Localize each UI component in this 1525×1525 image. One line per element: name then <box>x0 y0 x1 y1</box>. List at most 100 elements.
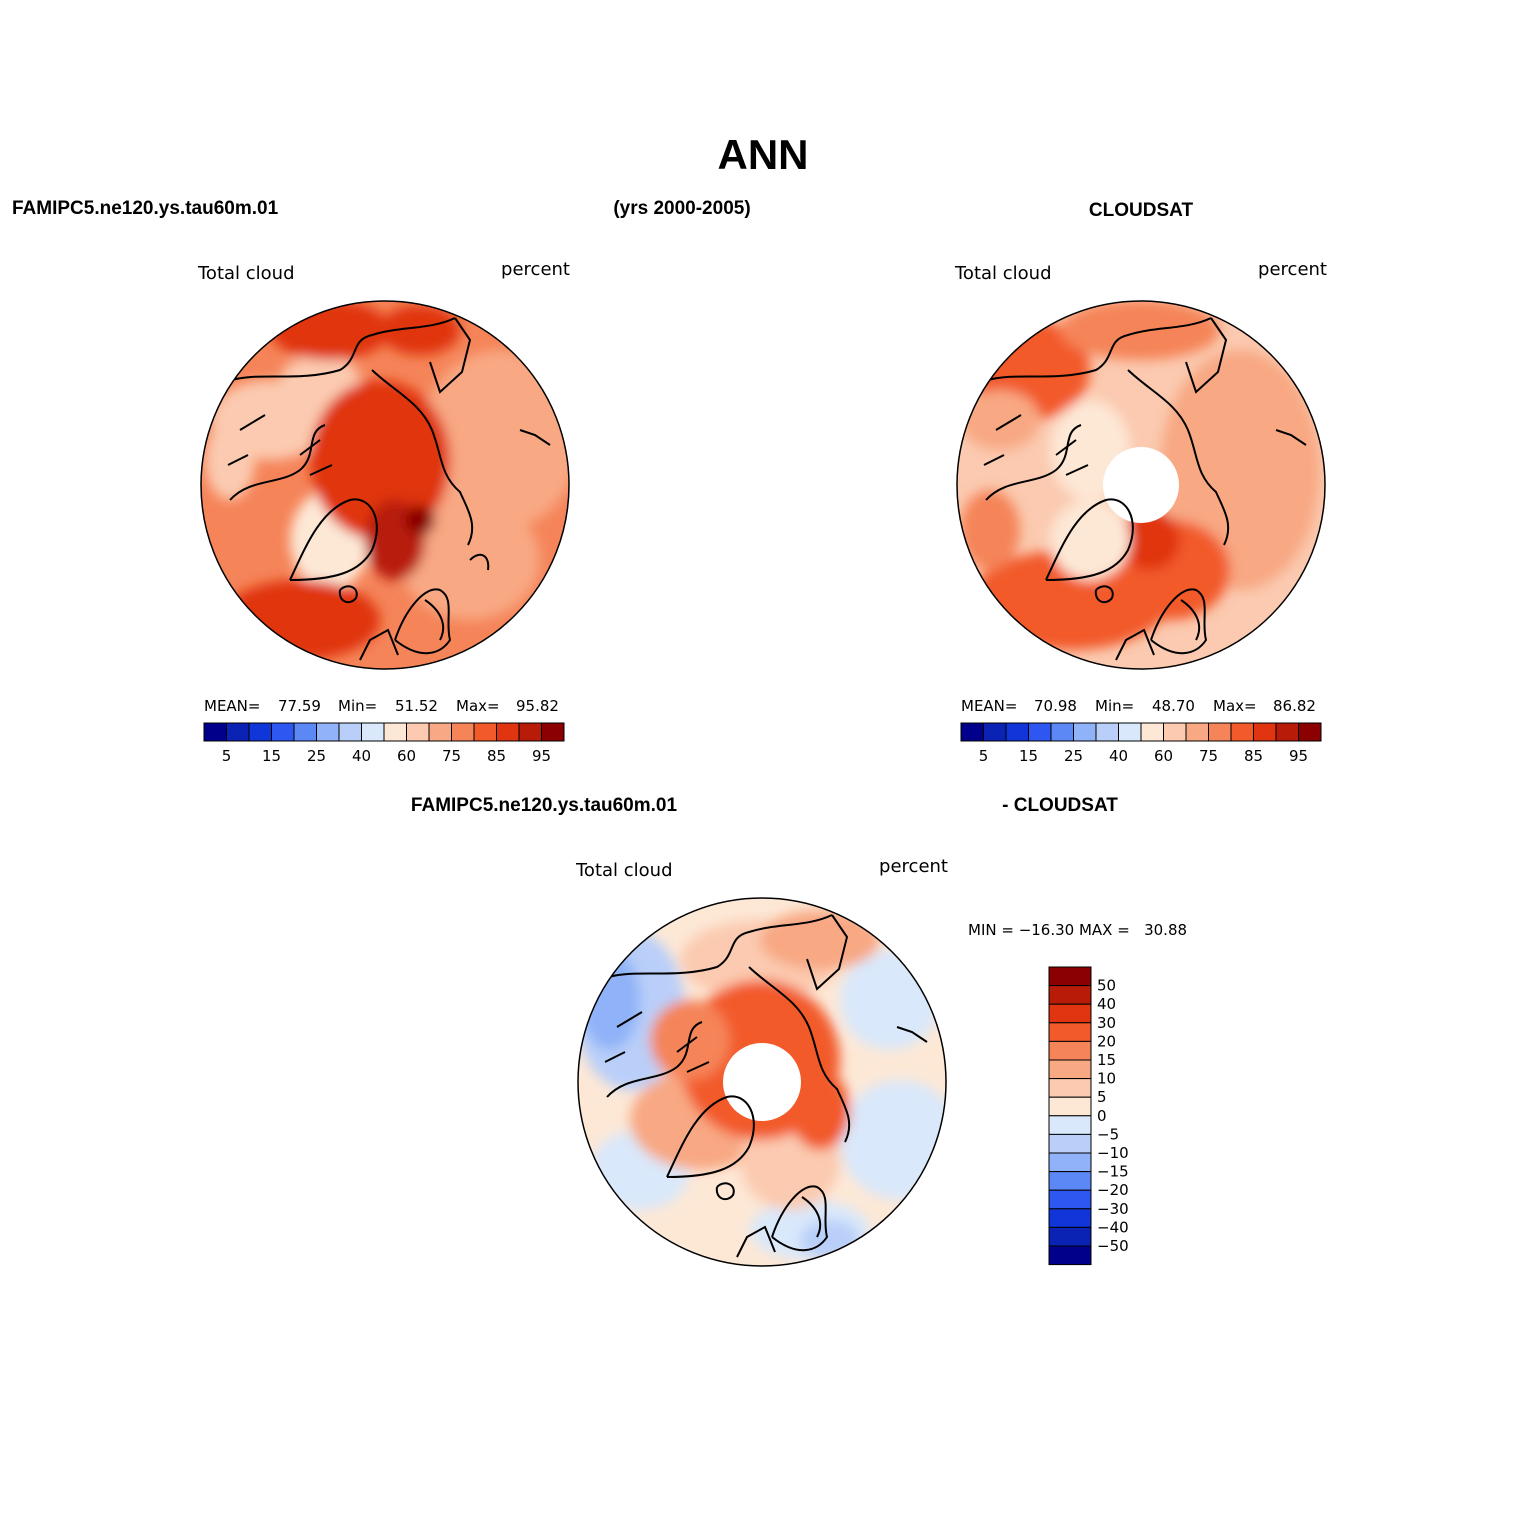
model-colorbar-box <box>496 722 520 742</box>
obs-polar-map <box>956 300 1326 670</box>
obs-colorbar-tick-label: 40 <box>1109 747 1128 765</box>
diff-colorbar-tick-label: −10 <box>1097 1144 1129 1162</box>
diff-colorbar-tick-label: 50 <box>1097 977 1116 995</box>
diff-colorbar-box <box>1048 966 1092 987</box>
obs-colorbar-box <box>1208 722 1232 742</box>
obs-colorbar-box <box>1140 722 1164 742</box>
model-colorbar-tick-label: 75 <box>442 747 461 765</box>
diff-polar-map <box>577 897 947 1267</box>
diff-colorbar-tick-label: 10 <box>1097 1070 1116 1088</box>
model-colorbar-tick-label: 15 <box>262 747 281 765</box>
obs-max-label: Max= <box>1213 697 1257 715</box>
model-colorbar-tick-label: 95 <box>532 747 551 765</box>
model-colorbar-box <box>383 722 407 742</box>
model-colorbar-box <box>451 722 475 742</box>
obs-colorbar-tick-label: 5 <box>979 747 989 765</box>
obs-colorbar-tick-label: 60 <box>1154 747 1173 765</box>
obs-min-value: 48.70 <box>1152 697 1195 715</box>
diff-colorbar-box <box>1048 1022 1092 1042</box>
diff-colorbar-box <box>1048 1003 1092 1024</box>
model-colorbar-tick-label: 25 <box>307 747 326 765</box>
diff-colorbar-tick-label: 5 <box>1097 1088 1107 1106</box>
model-max-value: 95.82 <box>516 697 559 715</box>
model-colorbar-box <box>248 722 272 742</box>
obs-colorbar-box <box>1073 722 1097 742</box>
model-min-value: 51.52 <box>395 697 438 715</box>
obs-colorbar-box <box>1230 722 1254 742</box>
diff-colorbar-box <box>1048 985 1092 1005</box>
obs-colorbar-box <box>1028 722 1052 742</box>
diff-colorbar-tick-label: −20 <box>1097 1181 1129 1199</box>
obs-max-value: 86.82 <box>1273 697 1316 715</box>
obs-colorbar: 5 15 25 40 60 75 85 95 <box>960 722 1322 765</box>
model-stats: MEAN= 77.59 Min= 51.52 Max= 95.82 <box>204 697 559 715</box>
model-units-label: percent <box>501 259 570 280</box>
obs-colorbar-box <box>1185 722 1209 742</box>
diff-colorbar-tick-label: −30 <box>1097 1200 1129 1218</box>
diff-colorbar-box <box>1048 1040 1092 1061</box>
diff-colorbar-tick-label: −5 <box>1097 1125 1119 1143</box>
model-colorbar-tick-label: 5 <box>222 747 232 765</box>
diff-colorbar-tick-label: 15 <box>1097 1051 1116 1069</box>
obs-units-label: percent <box>1258 259 1327 280</box>
diff-colorbar-box <box>1048 1171 1092 1191</box>
model-colorbar-tick-label: 85 <box>487 747 506 765</box>
model-variable-label: Total cloud <box>197 263 295 284</box>
diff-colorbar-box <box>1048 1059 1092 1080</box>
diff-colorbar-box <box>1048 1245 1092 1266</box>
period-label: (yrs 2000-2005) <box>613 198 750 219</box>
diff-colorbar-tick-label: 40 <box>1097 995 1116 1013</box>
obs-colorbar-tick-label: 25 <box>1064 747 1083 765</box>
diff-colorbar-box <box>1048 1226 1092 1247</box>
model-polar-map <box>200 300 570 670</box>
model-colorbar-box <box>271 722 295 742</box>
diff-colorbar-box <box>1048 1152 1092 1173</box>
obs-colorbar-box <box>983 722 1007 742</box>
model-max-label: Max= <box>456 697 500 715</box>
model-colorbar-box <box>203 722 227 742</box>
obs-min-label: Min= <box>1095 697 1134 715</box>
model-mean-value: 77.59 <box>278 697 321 715</box>
obs-mean-value: 70.98 <box>1034 697 1077 715</box>
obs-colorbar-box <box>1298 722 1322 742</box>
obs-colorbar-box <box>1005 722 1029 742</box>
obs-colorbar-box <box>1275 722 1299 742</box>
obs-variable-label: Total cloud <box>954 263 1052 284</box>
model-colorbar: 5 15 25 40 60 75 85 95 <box>203 722 565 765</box>
diff-colorbar-box <box>1048 1096 1092 1117</box>
model-colorbar-box <box>428 722 452 742</box>
model-colorbar-box <box>518 722 542 742</box>
obs-colorbar-tick-label: 75 <box>1199 747 1218 765</box>
obs-colorbar-box <box>960 722 984 742</box>
diff-colorbar-box <box>1048 1208 1092 1228</box>
obs-colorbar-box <box>1095 722 1119 742</box>
diff-colorbar-box <box>1048 1189 1092 1210</box>
obs-colorbar-box <box>1118 722 1142 742</box>
obs-mean-label: MEAN= <box>961 697 1017 715</box>
diff-minmax-label: MIN = −16.30 MAX = 30.88 <box>968 921 1187 939</box>
model-colorbar-box <box>338 722 362 742</box>
diff-header-right: - CLOUDSAT <box>1002 795 1118 816</box>
obs-colorbar-tick-label: 85 <box>1244 747 1263 765</box>
model-colorbar-tick-label: 40 <box>352 747 371 765</box>
diff-colorbar-tick-label: 20 <box>1097 1032 1116 1050</box>
model-colorbar-box <box>406 722 430 742</box>
diff-header-left: FAMIPC5.ne120.ys.tau60m.01 <box>411 795 678 816</box>
obs-header: CLOUDSAT <box>1089 200 1194 221</box>
model-min-label: Min= <box>338 697 377 715</box>
diff-colorbar-box <box>1048 1133 1092 1154</box>
obs-colorbar-box <box>1050 722 1074 742</box>
model-mean-label: MEAN= <box>204 697 260 715</box>
model-colorbar-box <box>316 722 340 742</box>
obs-colorbar-tick-label: 95 <box>1289 747 1308 765</box>
diff-colorbar-tick-label: 0 <box>1097 1107 1107 1125</box>
model-colorbar-tick-label: 60 <box>397 747 416 765</box>
model-colorbar-box <box>473 722 497 742</box>
diff-colorbar-box <box>1048 1115 1092 1135</box>
obs-colorbar-tick-label: 15 <box>1019 747 1038 765</box>
diff-colorbar-tick-label: −50 <box>1097 1237 1129 1255</box>
figure-title: ANN <box>718 131 809 178</box>
model-colorbar-box <box>226 722 250 742</box>
obs-stats: MEAN= 70.98 Min= 48.70 Max= 86.82 <box>961 697 1316 715</box>
